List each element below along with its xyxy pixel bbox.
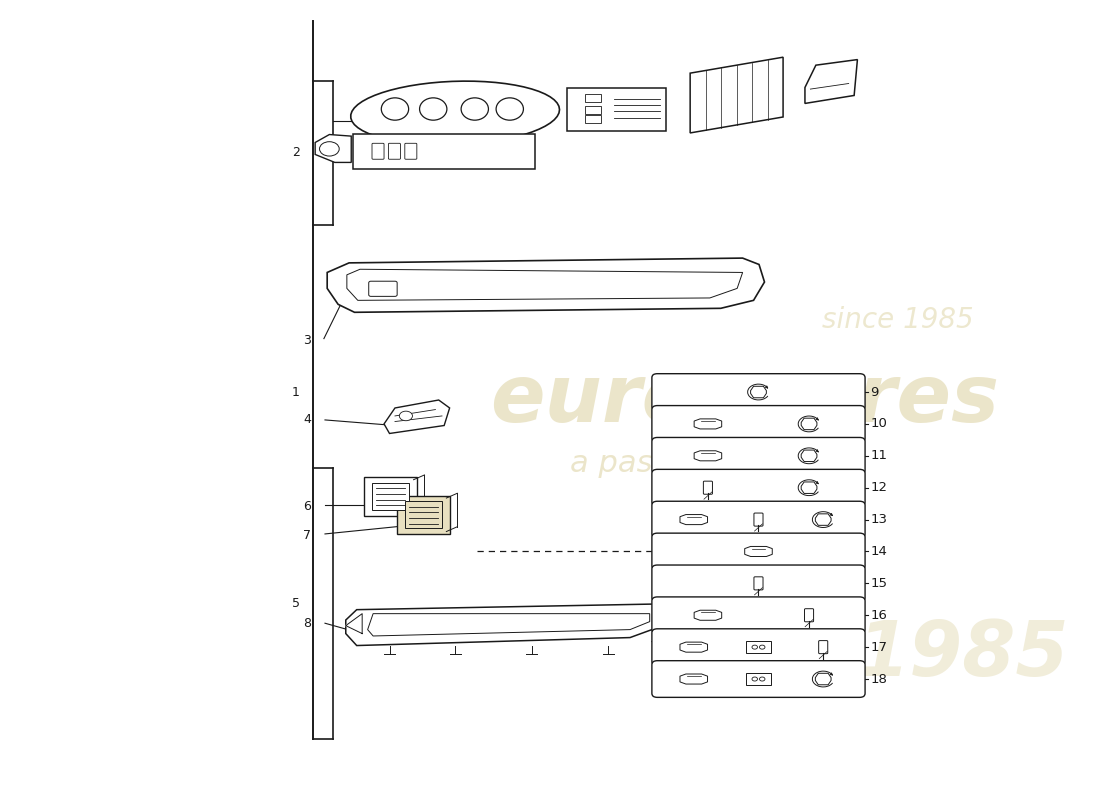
Text: 9: 9 <box>870 386 879 398</box>
FancyBboxPatch shape <box>652 502 865 538</box>
FancyBboxPatch shape <box>754 513 763 526</box>
Text: 2: 2 <box>292 146 300 159</box>
Circle shape <box>752 645 758 649</box>
Polygon shape <box>815 514 832 526</box>
Polygon shape <box>801 418 817 430</box>
Text: since 1985: since 1985 <box>822 306 974 334</box>
Text: 13: 13 <box>870 513 888 526</box>
Polygon shape <box>327 258 764 312</box>
FancyBboxPatch shape <box>585 94 601 102</box>
FancyBboxPatch shape <box>818 641 827 654</box>
FancyBboxPatch shape <box>804 609 814 622</box>
FancyBboxPatch shape <box>388 143 400 159</box>
FancyBboxPatch shape <box>652 661 865 698</box>
Polygon shape <box>680 674 707 684</box>
Polygon shape <box>815 674 832 685</box>
Polygon shape <box>801 482 817 494</box>
FancyBboxPatch shape <box>652 629 865 666</box>
Polygon shape <box>750 386 767 398</box>
Text: 15: 15 <box>870 577 888 590</box>
Circle shape <box>319 142 339 156</box>
Polygon shape <box>345 604 666 646</box>
Text: 4: 4 <box>302 414 311 426</box>
FancyBboxPatch shape <box>747 642 770 653</box>
Polygon shape <box>345 614 362 634</box>
Ellipse shape <box>496 98 524 120</box>
Text: 17: 17 <box>870 641 888 654</box>
Text: 6: 6 <box>302 499 311 513</box>
Text: a passion for parts: a passion for parts <box>570 450 855 478</box>
FancyBboxPatch shape <box>585 115 601 123</box>
Ellipse shape <box>382 98 408 120</box>
Polygon shape <box>694 450 722 461</box>
FancyBboxPatch shape <box>372 143 384 159</box>
Text: 5: 5 <box>292 597 300 610</box>
Text: 1: 1 <box>292 386 300 398</box>
FancyBboxPatch shape <box>754 577 763 590</box>
FancyBboxPatch shape <box>652 565 865 602</box>
Polygon shape <box>351 81 560 145</box>
FancyBboxPatch shape <box>397 496 450 534</box>
Circle shape <box>752 677 758 681</box>
Polygon shape <box>680 514 707 525</box>
Text: 14: 14 <box>870 545 888 558</box>
FancyBboxPatch shape <box>353 134 535 169</box>
Text: 12: 12 <box>870 481 888 494</box>
FancyBboxPatch shape <box>566 88 667 131</box>
FancyBboxPatch shape <box>652 374 865 410</box>
Polygon shape <box>316 134 351 162</box>
Circle shape <box>399 411 412 421</box>
Ellipse shape <box>461 98 488 120</box>
Polygon shape <box>367 614 650 636</box>
Text: 8: 8 <box>302 617 311 630</box>
Polygon shape <box>690 57 783 133</box>
Circle shape <box>759 677 764 681</box>
FancyBboxPatch shape <box>585 106 601 114</box>
Polygon shape <box>694 610 722 620</box>
Circle shape <box>759 645 764 649</box>
FancyBboxPatch shape <box>368 282 397 296</box>
Text: 11: 11 <box>870 450 888 462</box>
FancyBboxPatch shape <box>652 438 865 474</box>
Text: 10: 10 <box>870 418 888 430</box>
Polygon shape <box>694 419 722 429</box>
FancyBboxPatch shape <box>652 533 865 570</box>
Text: 16: 16 <box>870 609 888 622</box>
Text: 18: 18 <box>870 673 888 686</box>
Text: 3: 3 <box>302 334 311 346</box>
Ellipse shape <box>419 98 447 120</box>
Polygon shape <box>384 400 450 434</box>
FancyBboxPatch shape <box>652 597 865 634</box>
FancyBboxPatch shape <box>372 483 409 510</box>
FancyBboxPatch shape <box>747 673 770 685</box>
Text: eurospares: eurospares <box>491 361 999 439</box>
Polygon shape <box>805 59 857 103</box>
FancyBboxPatch shape <box>703 481 713 494</box>
Polygon shape <box>801 450 817 462</box>
Text: 7: 7 <box>302 529 311 542</box>
FancyBboxPatch shape <box>405 502 442 528</box>
Polygon shape <box>745 546 772 557</box>
FancyBboxPatch shape <box>405 143 417 159</box>
Text: 1985: 1985 <box>857 618 1069 692</box>
Polygon shape <box>680 642 707 652</box>
FancyBboxPatch shape <box>364 478 417 515</box>
FancyBboxPatch shape <box>652 470 865 506</box>
FancyBboxPatch shape <box>652 406 865 442</box>
